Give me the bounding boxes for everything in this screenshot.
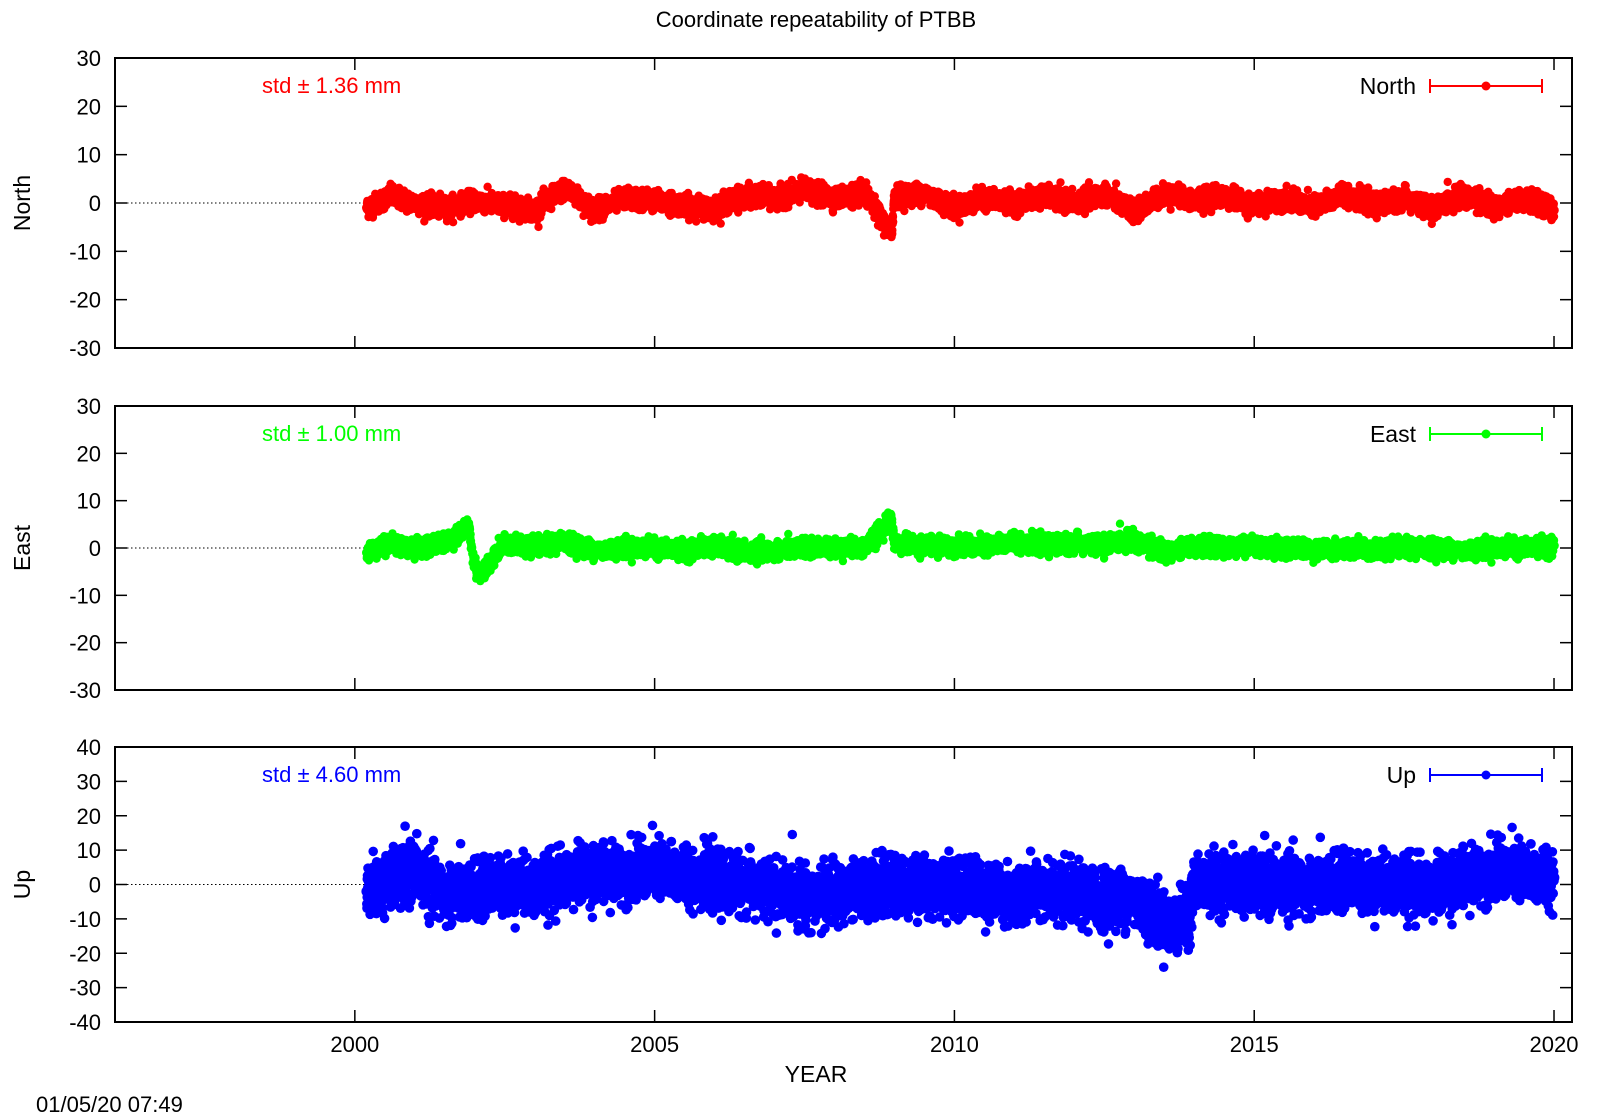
data-point — [547, 204, 556, 214]
chart-title: Coordinate repeatability of PTBB — [656, 7, 976, 32]
data-series-north — [362, 173, 1559, 242]
data-point — [534, 222, 543, 232]
y-tick-label: 0 — [89, 191, 101, 216]
legend-label: North — [1360, 73, 1416, 99]
y-tick-label: 30 — [77, 46, 101, 71]
y-axis-label: North — [9, 175, 35, 231]
data-point — [1056, 178, 1065, 187]
data-point — [448, 218, 458, 227]
data-point — [955, 218, 964, 227]
std-label: std ± 1.36 mm — [262, 73, 401, 98]
data-point — [1166, 205, 1175, 214]
data-point — [1068, 184, 1077, 194]
legend-marker — [1481, 81, 1491, 91]
data-point — [716, 219, 725, 228]
y-tick-label: 10 — [77, 143, 101, 168]
y-tick-label: -20 — [69, 288, 101, 313]
panels: 30 20 10 0 -10 -20 -30 North std ± 1.36 mm North3… — [9, 46, 1578, 1057]
y-tick-label: -10 — [69, 239, 101, 264]
y-tick-label: -30 — [69, 336, 101, 361]
y-tick-label: 20 — [77, 94, 101, 119]
data-point — [1111, 179, 1121, 188]
data-point — [889, 217, 898, 226]
panel-north: 30 20 10 0 -10 -20 -30 North std ± 1.36 mm North — [9, 46, 1573, 361]
